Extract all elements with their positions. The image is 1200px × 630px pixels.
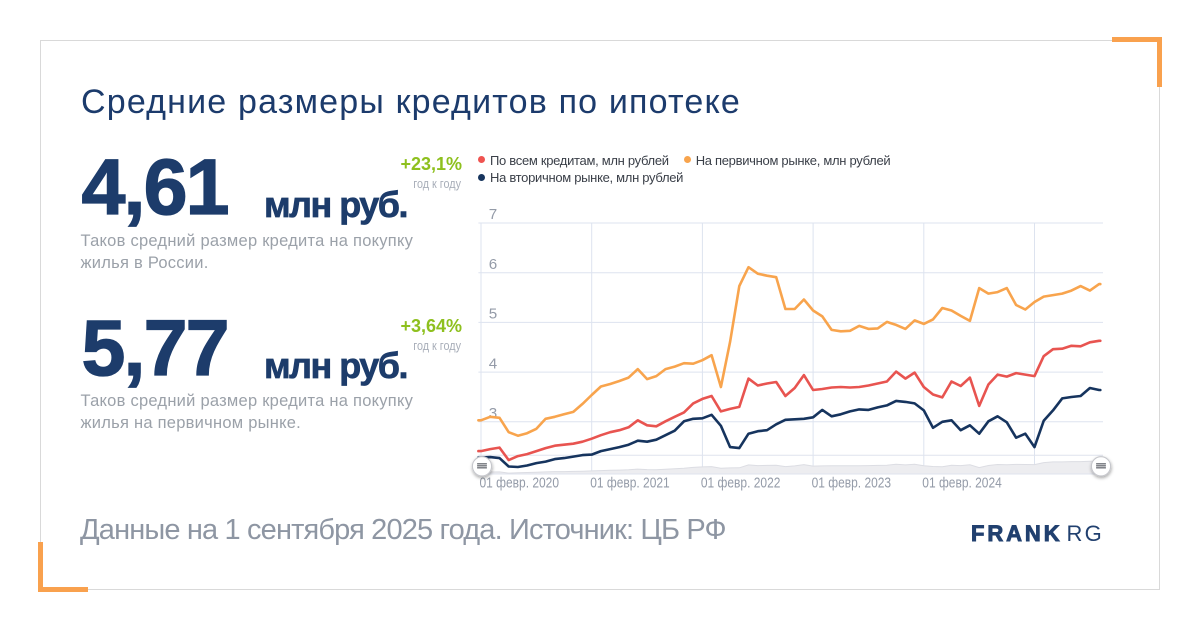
svg-text:7: 7 [489,206,497,223]
svg-text:01 февр. 2020: 01 февр. 2020 [480,474,560,491]
svg-text:01 февр. 2023: 01 февр. 2023 [812,474,892,491]
svg-text:01 февр. 2022: 01 февр. 2022 [701,474,781,491]
svg-text:5: 5 [489,306,497,323]
svg-text:3: 3 [489,405,497,422]
svg-text:01 февр. 2024: 01 февр. 2024 [922,474,1002,491]
svg-text:6: 6 [489,256,497,273]
svg-text:4: 4 [489,355,497,372]
svg-text:01 февр. 2021: 01 февр. 2021 [590,474,670,491]
